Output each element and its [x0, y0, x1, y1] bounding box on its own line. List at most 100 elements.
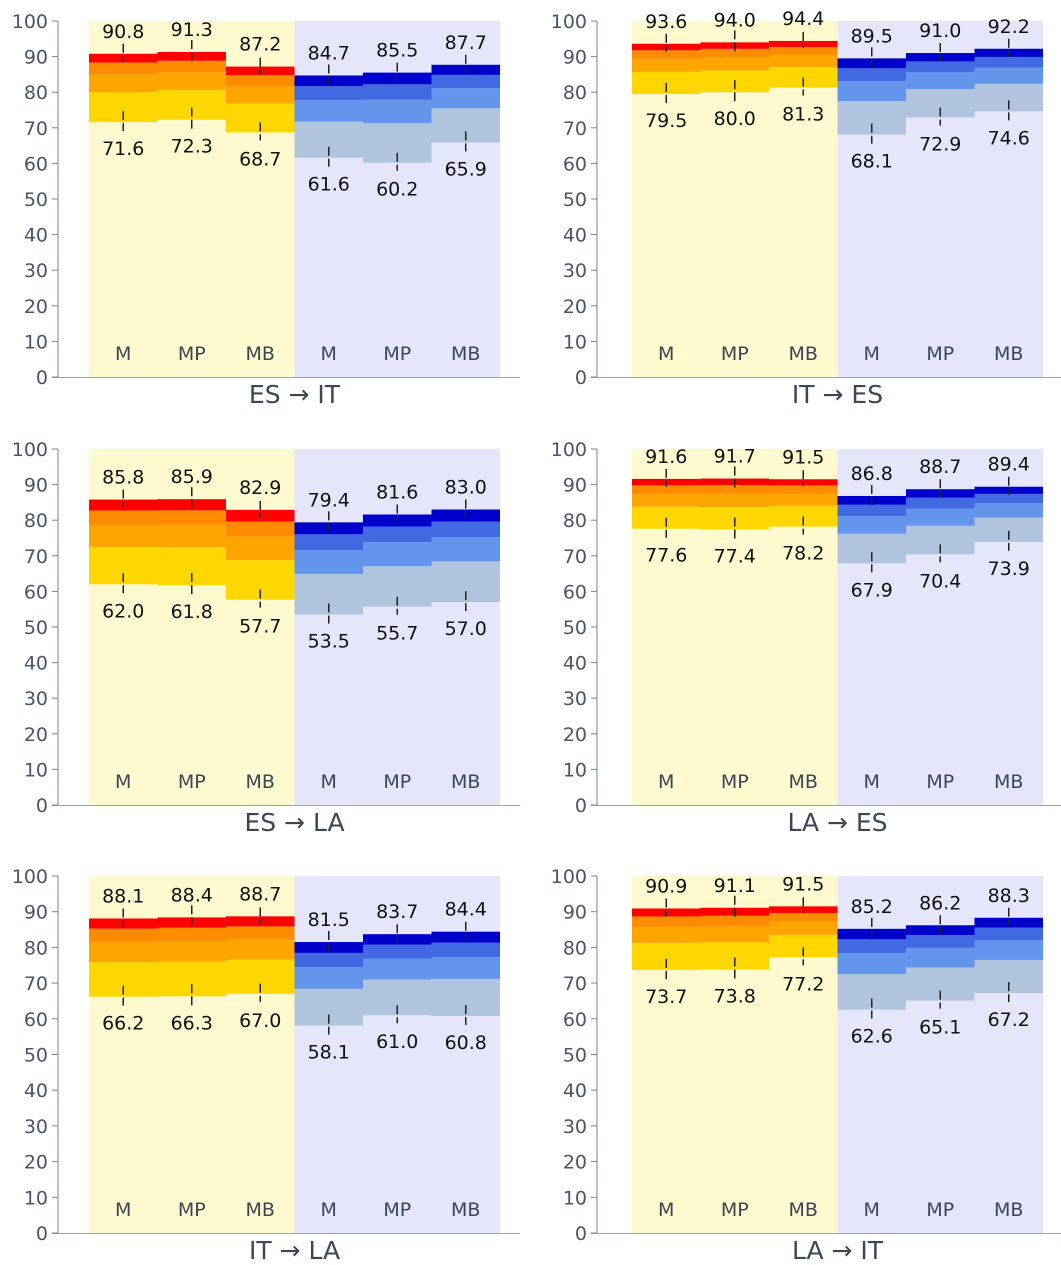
low-value-label: 62.6: [851, 1026, 893, 1048]
bar-layer: [294, 534, 363, 550]
y-tick-label: 90: [24, 47, 48, 69]
high-value-label: 91.7: [714, 446, 756, 468]
y-tick-label: 30: [563, 260, 587, 282]
category-label: M: [864, 1199, 880, 1221]
category-label: MP: [178, 343, 206, 365]
category-label: MP: [383, 771, 411, 793]
bar-layer: [837, 953, 906, 975]
bar-layer: [700, 57, 769, 71]
high-value-label: 83.0: [445, 477, 487, 499]
high-value-label: 94.4: [782, 8, 824, 30]
bar-layer: [294, 967, 363, 989]
y-tick-label: 40: [24, 1080, 48, 1102]
bar-layer: [906, 497, 975, 509]
bar-layer: [431, 537, 500, 562]
high-value-label: 81.5: [308, 909, 350, 931]
bar-layer: [769, 912, 838, 922]
panel-it-es: 93.6 79.5 94.0 80.0 94.4 81.3 89.5 68.1 91.0 72.9…: [551, 8, 1061, 409]
panel-title: IT → LA: [249, 1236, 340, 1265]
y-tick-label: 90: [24, 475, 48, 497]
bar-layer: [226, 536, 295, 561]
low-value-label: 72.9: [919, 133, 961, 155]
low-value-label: 60.8: [445, 1032, 487, 1054]
high-value-label: 84.4: [445, 899, 487, 921]
high-value-label: 82.9: [239, 477, 281, 499]
bar-layer: [769, 921, 838, 935]
high-value-label: 87.7: [445, 32, 487, 54]
y-tick-label: 0: [36, 1223, 48, 1245]
category-label: MP: [383, 1199, 411, 1221]
category-label: MB: [451, 771, 480, 793]
low-value-label: 74.6: [988, 127, 1030, 149]
category-label: M: [115, 1199, 131, 1221]
y-tick-label: 80: [563, 82, 587, 104]
bar-layer: [226, 926, 295, 940]
bar-layer: [837, 81, 906, 102]
y-tick-label: 100: [12, 11, 48, 33]
bar-layer: [769, 54, 838, 68]
bar-layer: [769, 67, 838, 88]
bar-layer: [632, 916, 701, 927]
category-label: MB: [451, 1199, 480, 1221]
bar-layer: [700, 48, 769, 58]
bar-layer: [974, 940, 1043, 960]
low-value-label: 65.1: [919, 1017, 961, 1039]
y-tick-label: 100: [551, 439, 587, 461]
high-value-label: 87.2: [239, 34, 281, 56]
bar-layer: [974, 67, 1043, 84]
panel-title: LA → IT: [792, 1236, 884, 1265]
y-tick-label: 40: [24, 225, 48, 247]
bar-layer: [906, 61, 975, 73]
bar-layer: [700, 493, 769, 508]
bar-layer: [294, 100, 363, 122]
low-value-label: 58.1: [308, 1042, 350, 1064]
high-value-label: 91.0: [919, 20, 961, 42]
bar-layer: [906, 947, 975, 968]
low-value-label: 79.5: [645, 110, 687, 132]
y-tick-label: 30: [24, 260, 48, 282]
low-value-label: 61.8: [171, 601, 213, 623]
low-value-label: 81.3: [782, 104, 824, 126]
category-label: M: [658, 343, 674, 365]
panel-la-it: 90.9 73.7 91.1 73.8 91.5 77.2 85.2 62.6 86.2 65.1…: [551, 866, 1061, 1265]
panel-title: IT → ES: [792, 380, 883, 409]
low-value-label: 68.7: [239, 148, 281, 170]
low-value-label: 80.0: [714, 108, 756, 130]
low-value-label: 61.6: [308, 174, 350, 196]
y-tick-label: 20: [24, 1152, 48, 1174]
bar-layer: [974, 503, 1043, 518]
low-value-label: 57.7: [239, 616, 281, 638]
y-tick-label: 40: [24, 653, 48, 675]
category-label: MP: [721, 771, 749, 793]
bar-layer: [294, 952, 363, 968]
high-value-label: 91.5: [782, 873, 824, 895]
y-tick-label: 80: [24, 937, 48, 959]
category-label: M: [321, 343, 337, 365]
panel-title: ES → LA: [244, 808, 344, 837]
y-tick-label: 90: [563, 47, 587, 69]
bar-layer: [89, 74, 158, 93]
y-tick-label: 60: [563, 1009, 587, 1031]
y-tick-label: 100: [12, 439, 48, 461]
category-label: M: [321, 771, 337, 793]
y-tick-label: 80: [24, 82, 48, 104]
bar-layer: [363, 958, 432, 980]
y-tick-label: 90: [563, 902, 587, 924]
y-tick-label: 30: [563, 1116, 587, 1138]
bar-layer: [769, 934, 838, 958]
bar-layer: [837, 504, 906, 517]
category-label: MB: [789, 343, 818, 365]
category-label: MP: [926, 771, 954, 793]
y-tick-label: 30: [563, 688, 587, 710]
y-tick-label: 80: [563, 510, 587, 532]
bar-layer: [363, 944, 432, 959]
high-value-label: 88.1: [102, 885, 144, 907]
panel-title: ES → IT: [249, 380, 341, 409]
bar-layer: [431, 521, 500, 538]
high-value-label: 84.7: [308, 42, 350, 64]
bar-layer: [431, 74, 500, 89]
high-value-label: 88.3: [988, 885, 1030, 907]
category-label: MB: [246, 771, 275, 793]
bar-layer: [632, 926, 701, 943]
high-value-label: 88.4: [171, 884, 213, 906]
